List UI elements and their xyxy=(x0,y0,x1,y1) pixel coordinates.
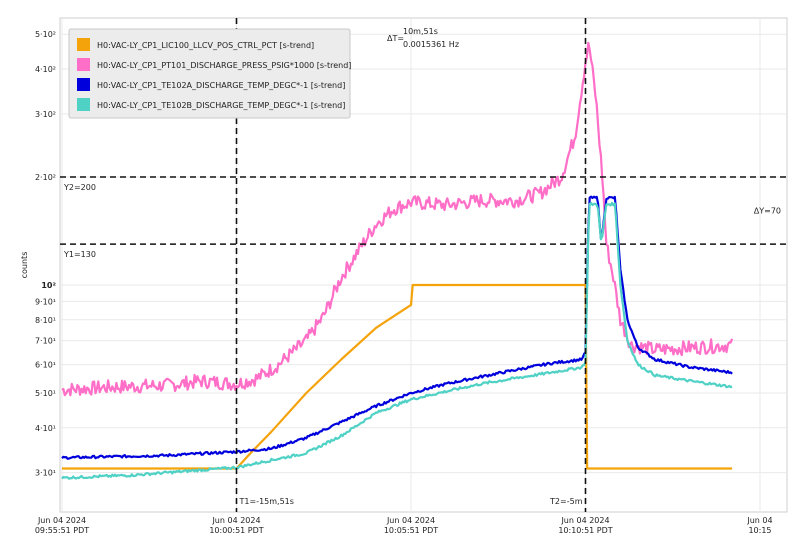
t2-label: T2=-5m xyxy=(549,497,583,506)
y-tick-label: 9·10¹ xyxy=(35,297,56,306)
y-tick-label: 8·10¹ xyxy=(35,316,56,325)
legend-swatch xyxy=(77,78,90,91)
legend-entry[interactable]: H0:VAC-LY_CP1_TE102B_DISCHARGE_TEMP_DEGC… xyxy=(97,101,345,110)
legend-box xyxy=(68,28,351,119)
x-tick-date: Jun 04 xyxy=(746,516,772,525)
y-tick-label: 4·10² xyxy=(35,65,56,74)
y-axis-label: counts xyxy=(20,252,29,279)
legend-swatch xyxy=(77,38,90,51)
delta-t-prefix: ΔT= xyxy=(387,34,404,43)
y-tick-label: 2·10² xyxy=(35,173,56,182)
series-layer xyxy=(61,41,734,480)
delta-t-value: 10m,51s xyxy=(403,27,438,36)
y1-label: Y1=130 xyxy=(63,250,96,259)
x-tick-time: 10:10:51 PDT xyxy=(558,526,612,535)
y-tick-label: 4·10¹ xyxy=(35,424,56,433)
y2-label: Y2=200 xyxy=(63,183,96,192)
y-tick-label: 5·10² xyxy=(35,30,56,39)
legend-entry[interactable]: H0:VAC-LY_CP1_TE102A_DISCHARGE_TEMP_DEGC… xyxy=(97,81,345,90)
legend-swatch xyxy=(77,98,90,111)
series-line-4 xyxy=(61,201,733,480)
y-tick-label: 10² xyxy=(41,281,56,290)
x-tick-date: Jun 04 2024 xyxy=(37,516,86,525)
y-tick-label: 3·10¹ xyxy=(35,469,56,478)
cursor-layer[interactable]: T1=-15m,51s T2=-5m Y1=130 Y2=200 ΔY=70 ΔT=10m… xyxy=(60,18,787,512)
legend-entry[interactable]: H0:VAC-LY_CP1_PT101_DISCHARGE_PRESS_PSIG… xyxy=(97,61,351,70)
x-tick-time: 09:55:51 PDT xyxy=(35,526,89,535)
y-tick-label: 3·10² xyxy=(35,110,56,119)
legend-swatch xyxy=(77,58,90,71)
y-tick-label: 6·10¹ xyxy=(35,361,56,370)
x-tick-date: Jun 04 2024 xyxy=(211,516,260,525)
axes: counts 3·10¹ 4·10¹ 5·10¹ 6·10¹ 7·10¹ 8·10¹ 9·1… xyxy=(20,30,773,535)
delta-t-frequency: 0.0015361 Hz xyxy=(403,40,459,49)
series-line-2 xyxy=(61,41,734,397)
x-tick-date: Jun 04 2024 xyxy=(386,516,435,525)
x-tick-time: 10:05:51 PDT xyxy=(384,526,438,535)
y-tick-label: 7·10¹ xyxy=(35,337,56,346)
t1-label: T1=-15m,51s xyxy=(239,497,294,506)
delta-y-label: ΔY=70 xyxy=(754,207,781,216)
x-tick-time: 10:00:51 PDT xyxy=(209,526,263,535)
y-tick-label: 5·10¹ xyxy=(35,389,56,398)
legend[interactable]: H0:VAC-LY_CP1_LIC100_LLCV_POS_CTRL_PCT [… xyxy=(68,28,351,119)
x-tick-date: Jun 04 2024 xyxy=(560,516,609,525)
x-tick-time: 10:15 xyxy=(748,526,771,535)
legend-entry[interactable]: H0:VAC-LY_CP1_LIC100_LLCV_POS_CTRL_PCT [… xyxy=(97,41,314,50)
